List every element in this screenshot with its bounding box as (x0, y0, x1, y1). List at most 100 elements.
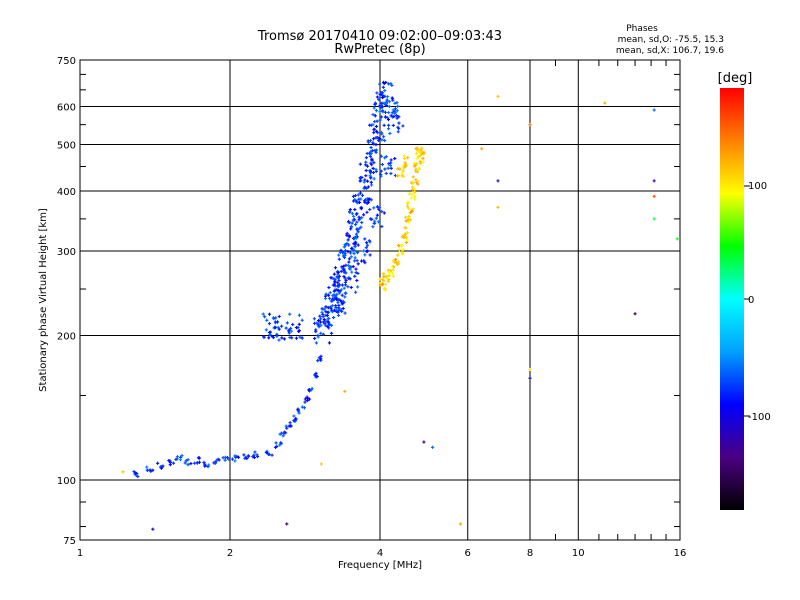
o-mode-point (233, 459, 237, 463)
o-mode-point (372, 221, 376, 225)
o-mode-point (331, 304, 335, 308)
x-mode-point (378, 277, 382, 281)
o-mode-point (265, 318, 269, 322)
o-mode-point (337, 278, 341, 283)
o-mode-point (243, 456, 247, 460)
o-mode-point (342, 268, 346, 272)
o-mode-point (357, 215, 361, 219)
o-mode-point (355, 227, 359, 231)
o-mode-point (159, 466, 163, 470)
scatter-point (458, 522, 463, 526)
o-mode-point (353, 207, 357, 212)
o-mode-point (335, 292, 339, 296)
o-mode-point (347, 234, 352, 238)
o-mode-point (355, 250, 360, 255)
o-mode-point (372, 142, 376, 146)
o-mode-point (374, 216, 379, 220)
x-mode-point (414, 152, 418, 156)
o-mode-point (281, 434, 285, 438)
o-mode-point (294, 417, 298, 421)
o-mode-point (383, 138, 387, 143)
x-mode-point (404, 219, 408, 223)
o-mode-point (383, 94, 387, 98)
x-mode-point (396, 174, 400, 178)
o-mode-point (387, 162, 391, 166)
x-tick-label: 8 (527, 548, 533, 559)
o-mode-point (306, 396, 310, 401)
o-mode-point (374, 109, 378, 113)
scatter-point (496, 179, 500, 183)
x-mode-point (406, 200, 410, 205)
x-mode-point (412, 187, 417, 191)
o-mode-point (322, 307, 326, 311)
o-mode-point (372, 161, 376, 165)
o-mode-point (371, 166, 375, 171)
o-mode-point (353, 222, 358, 227)
y-tick-label: 600 (57, 103, 76, 114)
scatter-point (528, 123, 532, 127)
o-mode-point (386, 127, 391, 131)
o-mode-point (380, 105, 384, 109)
o-mode-point (384, 115, 388, 119)
o-mode-point (336, 310, 340, 314)
o-mode-point (197, 460, 202, 464)
o-mode-point (275, 332, 279, 336)
scatter-point (603, 101, 607, 105)
o-mode-point (354, 212, 359, 216)
o-mode-point (365, 243, 370, 247)
o-mode-point (354, 232, 359, 236)
o-mode-point (368, 123, 372, 127)
o-mode-point (151, 468, 155, 472)
o-mode-point (324, 292, 328, 296)
o-mode-point (380, 95, 385, 100)
o-mode-point (377, 207, 381, 211)
o-mode-point (345, 241, 349, 246)
o-mode-point (156, 461, 160, 465)
o-mode-point (274, 316, 278, 320)
o-mode-point (327, 285, 331, 290)
o-mode-point (365, 151, 369, 156)
scatter-point (633, 312, 637, 316)
o-mode-point (184, 459, 188, 463)
o-mode-point (267, 336, 271, 340)
o-mode-point (369, 198, 373, 202)
phases-o-stats: mean, sd,O: -75.5, 15.3 (618, 35, 724, 45)
o-mode-point (371, 137, 376, 141)
o-mode-point (318, 314, 322, 318)
o-mode-point (287, 331, 291, 335)
o-mode-point (297, 313, 302, 317)
o-mode-point (362, 213, 366, 217)
o-mode-point (186, 462, 190, 467)
o-mode-point (350, 221, 354, 225)
scatter-point (121, 470, 125, 474)
o-mode-point (289, 424, 293, 428)
y-tick-label: 400 (57, 187, 76, 198)
o-mode-point (287, 329, 291, 333)
o-mode-point (359, 206, 363, 210)
o-mode-point (357, 200, 362, 205)
o-mode-point (285, 321, 289, 325)
x-mode-point (378, 283, 383, 288)
o-mode-point (353, 193, 358, 198)
o-mode-point (350, 212, 355, 216)
o-mode-point (369, 146, 373, 150)
o-mode-point (345, 233, 349, 237)
o-mode-point (354, 236, 359, 240)
o-mode-point (371, 225, 375, 229)
o-mode-point (365, 210, 369, 214)
o-mode-point (277, 338, 281, 342)
o-mode-point (362, 180, 366, 184)
x-tick-label: 2 (227, 548, 233, 559)
o-mode-point (353, 256, 357, 260)
o-mode-point (183, 461, 187, 465)
o-mode-point (368, 217, 373, 221)
x-tick-label: 4 (377, 548, 383, 559)
o-mode-point (373, 148, 377, 153)
y-tick-label: 500 (57, 141, 76, 152)
x-mode-point (421, 160, 425, 164)
x-mode-point (416, 179, 420, 184)
x-mode-point (413, 190, 417, 194)
o-mode-point (363, 198, 368, 202)
x-mode-point (397, 248, 401, 252)
o-mode-point (288, 421, 292, 425)
